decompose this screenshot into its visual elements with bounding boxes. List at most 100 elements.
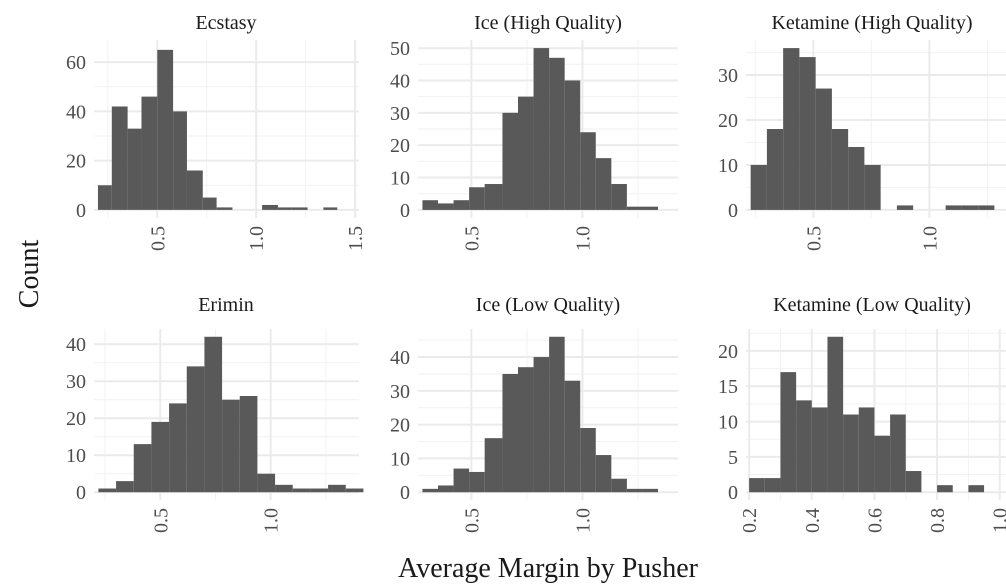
histogram-bar — [843, 414, 859, 493]
x-tick-label: 0.5 — [461, 508, 483, 533]
histogram-bar — [533, 48, 550, 210]
histogram-bar — [815, 88, 832, 210]
y-tick-label: 20 — [66, 151, 86, 173]
y-tick-label: 50 — [390, 38, 410, 60]
y-tick-label: 10 — [718, 412, 738, 434]
histogram-bar — [564, 380, 581, 493]
y-tick-label: 30 — [718, 65, 738, 87]
histogram-bar — [453, 468, 470, 493]
histogram-bar — [186, 366, 205, 493]
y-tick-label: 20 — [66, 408, 86, 430]
histogram-bar — [133, 444, 152, 493]
x-tick-label: 0.5 — [150, 508, 172, 533]
panel-4: Erimin 0 10 20 30 40 0.5 1.0 — [66, 294, 364, 533]
y-tick-label: 10 — [390, 168, 410, 190]
panel-title: Ketamine (Low Quality) — [773, 294, 971, 316]
histogram-bar — [262, 204, 278, 210]
histogram-bar — [764, 478, 781, 493]
histogram-bar — [502, 112, 518, 210]
histogram-bar — [484, 184, 503, 210]
y-tick-label: 20 — [718, 341, 738, 363]
histogram-bar — [896, 205, 914, 210]
histogram-bar — [811, 407, 828, 493]
histogram-bar — [642, 488, 658, 493]
histogram-bar — [874, 435, 891, 493]
y-tick-label: 40 — [66, 101, 86, 123]
histogram-bar — [173, 111, 187, 210]
histogram-bar — [549, 336, 565, 493]
histogram-bar — [151, 421, 170, 493]
histogram-bar — [961, 205, 979, 210]
x-tick-label: 0.8 — [927, 508, 949, 533]
histogram-bar — [864, 164, 881, 210]
x-tick-label: 1.0 — [990, 508, 1006, 533]
histogram-bar — [564, 80, 581, 210]
y-tick-label: 15 — [718, 376, 738, 398]
y-tick-label: 10 — [718, 155, 738, 177]
x-tick-label: 1.5 — [345, 226, 367, 251]
histogram-bar — [97, 185, 112, 210]
histogram-bar — [642, 206, 658, 210]
histogram-bar — [257, 473, 276, 493]
histogram-bar — [945, 205, 962, 210]
y-tick-label: 40 — [390, 70, 410, 92]
y-tick-label: 0 — [76, 482, 86, 504]
y-tick-label: 0 — [400, 482, 410, 504]
y-tick-label: 30 — [390, 103, 410, 125]
panel-1: Ecstasy 0 20 40 60 0.5 1.0 1.5 — [66, 12, 367, 251]
histogram-bar — [848, 146, 865, 210]
y-tick-label: 30 — [66, 371, 86, 393]
histogram-bar — [502, 373, 518, 493]
histogram-bar — [595, 158, 612, 210]
y-tick-label: 10 — [66, 445, 86, 467]
x-tick-label: 1.0 — [572, 226, 594, 251]
histogram-bar — [749, 478, 765, 493]
histogram-bar — [422, 488, 438, 493]
histogram-bar — [323, 207, 338, 210]
histogram-bar — [157, 49, 174, 210]
histogram-bar — [905, 471, 922, 493]
y-tick-label: 0 — [728, 200, 738, 222]
panels: Ecstasy 0 20 40 60 0.5 1.0 1.5 Ice (High Quality… — [66, 12, 1006, 533]
y-tick-label: 0 — [76, 200, 86, 222]
histogram-bar — [291, 207, 308, 210]
x-tick-label: 0.5 — [147, 226, 169, 251]
x-tick-label: 1.0 — [246, 226, 268, 251]
histogram-bar — [169, 403, 187, 493]
histogram-bar — [611, 184, 627, 210]
y-tick-label: 0 — [728, 482, 738, 504]
histogram-bar — [766, 129, 784, 210]
histogram-bar — [277, 207, 292, 210]
histogram-bar — [239, 395, 258, 493]
x-tick-label: 0.6 — [864, 508, 886, 533]
panel-3: Ketamine (High Quality) 0 10 20 30 0.5 1.0 — [718, 12, 1006, 251]
y-tick-label: 40 — [66, 334, 86, 356]
histogram-bar — [595, 455, 612, 493]
x-tick-label: 0.4 — [802, 508, 824, 533]
panel-5: Ice (Low Quality) 0 10 20 30 40 0.5 1.0 — [390, 294, 678, 533]
panel-2: Ice (High Quality) 0 10 20 30 40 50 0.5 1.0 — [390, 12, 678, 251]
histogram-bar — [292, 488, 311, 493]
histogram-bar — [111, 106, 128, 210]
histogram-bar — [484, 438, 503, 493]
histogram-bar — [626, 488, 643, 493]
histogram-bar — [611, 478, 627, 493]
histogram-bar — [626, 206, 643, 210]
histogram-bar — [978, 205, 995, 210]
histogram-bar — [968, 485, 985, 493]
x-tick-label: 1.0 — [572, 508, 594, 533]
histogram-bar — [580, 132, 596, 210]
histogram-bar — [780, 372, 797, 493]
histogram-bar — [222, 399, 240, 493]
x-tick-label: 0.2 — [739, 508, 761, 533]
histogram-bar — [204, 336, 223, 493]
histogram-bar — [518, 96, 534, 210]
histogram-bar — [827, 336, 844, 493]
panel-6: Ketamine (Low Quality) 0 5 10 15 20 0.2 0.4 0.6 0… — [718, 294, 1006, 533]
panel-title: Ice (High Quality) — [474, 12, 622, 34]
y-tick-label: 0 — [400, 200, 410, 222]
histogram-bar — [858, 407, 875, 493]
histogram-bar — [580, 428, 596, 493]
y-tick-label: 40 — [390, 347, 410, 369]
